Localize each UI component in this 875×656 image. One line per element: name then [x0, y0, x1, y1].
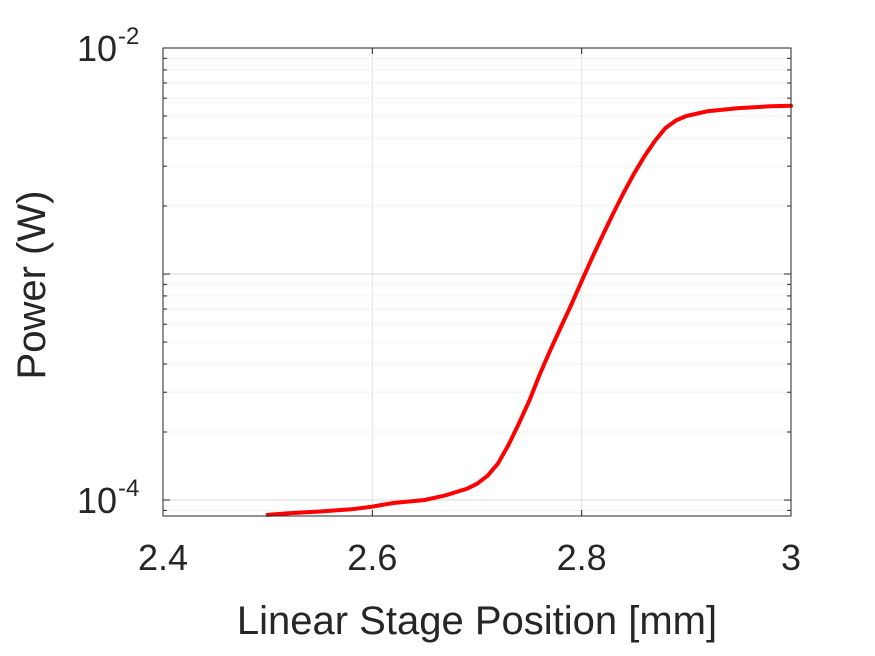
x-tick-label: 3: [781, 537, 801, 578]
y-tick-label: 10 -4: [77, 475, 139, 521]
y-tick-label-base: 10: [77, 480, 117, 521]
x-tick-label: 2.4: [138, 537, 188, 578]
plot-area: [163, 48, 791, 516]
y-tick-labels: 10-410-2: [77, 23, 139, 521]
x-axis-label: Linear Stage Position [mm]: [237, 599, 717, 643]
y-axis-label: Power (W): [10, 191, 54, 380]
y-tick-label: 10 -2: [77, 23, 139, 69]
y-tick-label-base: 10: [77, 28, 117, 69]
y-tick-label-exponent: -2: [118, 23, 139, 50]
x-tick-label: 2.8: [557, 537, 607, 578]
axis-ticks: [162, 47, 792, 516]
plot-frame: [162, 47, 792, 517]
y-tick-label-exponent: -4: [118, 475, 139, 502]
x-tick-label: 2.6: [347, 537, 397, 578]
x-tick-labels: 2.4 2.6 2.8 3: [138, 537, 801, 578]
series-line: [265, 103, 793, 517]
series-layer: [265, 103, 793, 517]
